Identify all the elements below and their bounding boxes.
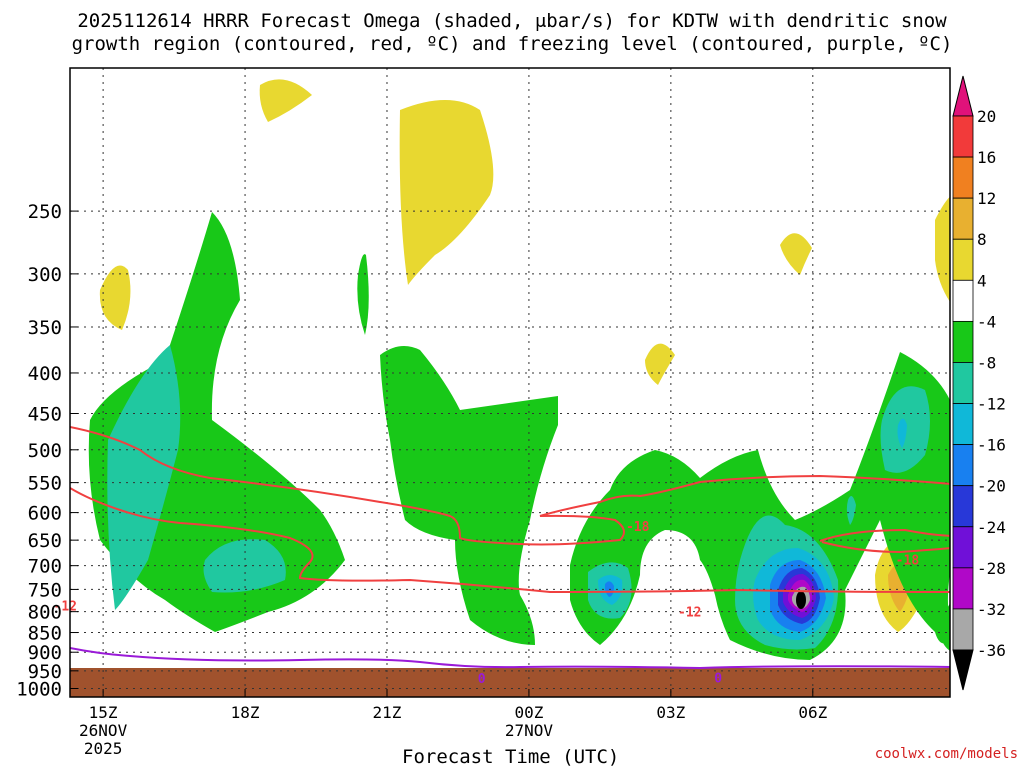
y-tick-label: 300 xyxy=(28,264,62,286)
omega-negative-region xyxy=(107,345,181,610)
y-tick-label: 500 xyxy=(28,440,62,462)
omega-negative-region xyxy=(939,603,950,651)
chart-title-line-2: growth region (contoured, red, ºC) and f… xyxy=(71,33,953,55)
colorbar-label: -32 xyxy=(977,600,1006,619)
omega-negative-region xyxy=(380,346,558,645)
colorbar-bin xyxy=(952,444,974,487)
y-tick-label: 700 xyxy=(28,556,62,578)
y-tick-label: 900 xyxy=(28,642,62,664)
x-tick-label: 21Z xyxy=(373,703,402,722)
pressure-axis: 2503003504004505005506006507007508008509… xyxy=(16,201,78,700)
colorbar-label: -4 xyxy=(977,312,996,331)
colorbar-bin xyxy=(952,320,974,363)
x-tick-year: 2025 xyxy=(84,739,123,758)
x-tick-label: 03Z xyxy=(656,703,685,722)
colorbar-bin xyxy=(952,608,974,651)
dgz-contour-red xyxy=(70,426,950,546)
y-tick-label: 950 xyxy=(28,661,62,683)
colorbar-top-triangle xyxy=(952,75,974,117)
omega-negative-region xyxy=(846,496,856,525)
omega-positive-region xyxy=(399,100,494,285)
y-tick-label: 350 xyxy=(28,317,62,339)
colorbar-bin xyxy=(952,279,974,322)
y-tick-label: 250 xyxy=(28,201,62,223)
omega-positive-region xyxy=(259,79,312,122)
colorbar-label: -36 xyxy=(977,641,1006,660)
x-tick-date: 27NOV xyxy=(505,721,554,740)
contour-label: -12 xyxy=(678,606,701,621)
x-tick-label: 15Z xyxy=(89,703,118,722)
colorbar-label: 12 xyxy=(977,189,996,208)
y-tick-label: 600 xyxy=(28,503,62,525)
y-tick-label: 450 xyxy=(28,404,62,426)
colorbar-bin xyxy=(952,526,974,569)
y-tick-label: 550 xyxy=(28,473,62,495)
colorbar-label: -12 xyxy=(977,395,1006,414)
x-tick-label: 18Z xyxy=(231,703,260,722)
contour-label: -18 xyxy=(896,554,920,569)
y-tick-label: 750 xyxy=(28,579,62,601)
omega-colorbar: 20 16 12 8 4 -4 -8 -12 -16 -20 -24 -28 -32 -36 xyxy=(952,75,1006,691)
colorbar-bin xyxy=(952,197,974,240)
colorbar-label: -28 xyxy=(977,559,1006,578)
colorbar-bin xyxy=(952,567,974,610)
x-tick-date: 26NOV xyxy=(79,721,128,740)
colorbar-bin xyxy=(952,156,974,199)
colorbar-bin xyxy=(952,403,974,446)
x-axis-title: Forecast Time (UTC) xyxy=(402,746,620,768)
colorbar-label: -16 xyxy=(977,436,1006,455)
colorbar-bin xyxy=(952,485,974,528)
omega-negative-region xyxy=(357,254,369,335)
y-tick-label: 800 xyxy=(28,602,62,624)
dgz-contour-red xyxy=(819,528,950,554)
colorbar-label: 16 xyxy=(977,148,996,167)
y-tick-label: 400 xyxy=(28,363,62,385)
ground-surface xyxy=(70,668,950,697)
dgz-contour-red xyxy=(70,487,950,594)
contour-label: -18 xyxy=(626,520,650,535)
plot-frame xyxy=(69,67,951,698)
omega-shading xyxy=(70,79,950,697)
colorbar-label: -24 xyxy=(977,518,1006,537)
freezing-level-contour-purple xyxy=(70,647,950,670)
omega-positive-region xyxy=(780,233,812,275)
contour-labels: -12 -12 -18 -18 0 0 xyxy=(54,520,920,687)
colorbar-bin xyxy=(952,238,974,281)
colorbar-bin xyxy=(952,115,974,158)
omega-negative-region xyxy=(897,418,907,448)
omega-positive-region xyxy=(99,265,131,330)
site-credit[interactable]: coolwx.com/models xyxy=(874,746,1018,762)
colorbar-label: 20 xyxy=(977,107,996,126)
omega-positive-region xyxy=(935,196,950,302)
colorbar-label: -8 xyxy=(977,353,996,372)
colorbar-bottom-triangle xyxy=(952,649,974,691)
colorbar-label: 8 xyxy=(977,230,987,249)
colorbar-bin xyxy=(952,362,974,404)
contour-label: 0 xyxy=(478,672,486,687)
omega-negative-region xyxy=(570,352,950,660)
contour-label: -12 xyxy=(54,600,77,615)
x-tick-label: 00Z xyxy=(514,703,543,722)
contour-lines xyxy=(70,426,950,670)
colorbar-label: 4 xyxy=(977,271,987,290)
chart-title-line-1: 2025112614 HRRR Forecast Omega (shaded, … xyxy=(77,10,947,32)
contour-label: 0 xyxy=(714,671,722,686)
omega-negative-region xyxy=(796,591,806,609)
colorbar-label: -20 xyxy=(977,477,1006,496)
y-tick-label: 1000 xyxy=(16,678,62,700)
y-tick-label: 850 xyxy=(28,623,62,645)
y-tick-label: 650 xyxy=(28,530,62,552)
omega-positive-region xyxy=(645,343,675,385)
x-tick-label: 06Z xyxy=(798,703,827,722)
